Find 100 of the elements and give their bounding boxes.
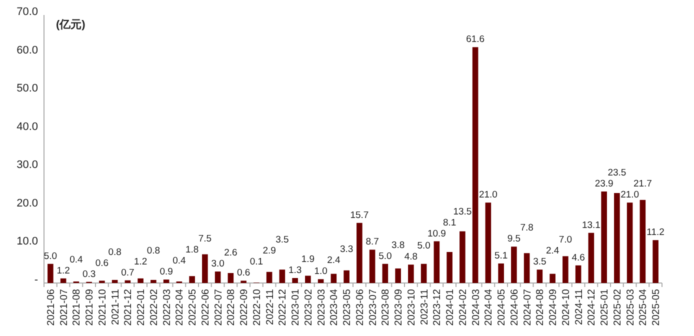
x-tick-label: 2024-03 [470,288,482,326]
x-tick-label: 2022-08 [226,288,238,326]
y-tick-label: 50.0 [16,82,38,95]
x-tick-label: 2024-06 [509,288,520,326]
data-label: 1.0 [314,266,328,278]
x-tick-label: 2022-07 [213,288,224,326]
x-tick-label: 2023-02 [303,288,314,326]
y-tick-label: 20.0 [16,197,38,210]
data-label: 10.9 [427,228,446,240]
x-tick-label: 2024-01 [445,288,456,326]
data-label: 2.6 [224,248,238,259]
y-tick-label: - [34,274,38,286]
x-tick-label: 2023-03 [316,288,328,326]
data-label: 0.8 [146,245,160,256]
data-label: 7.0 [558,234,572,246]
x-tick-label: 2022-02 [148,288,160,326]
data-label: 3.3 [340,244,354,256]
data-label: 7.8 [520,222,534,234]
data-label: 21.7 [633,178,652,190]
data-label: 23.9 [594,178,614,190]
x-tick-label: 2022-11 [264,288,276,325]
x-tick-label: 2025-05 [651,288,662,326]
x-tick-label: 2021-12 [123,288,134,326]
data-label: 0.6 [95,258,109,269]
data-label: 1.2 [56,265,70,276]
x-tick-label: 2022-05 [188,288,199,326]
data-label: 13.5 [453,206,472,218]
data-label: 15.7 [350,210,369,221]
x-tick-label: 2024-05 [496,288,508,326]
data-label: 0.4 [172,256,186,267]
data-label: 1.2 [134,256,148,268]
x-tick-label: 2021-06 [46,288,57,326]
x-tick-label: 2023-09 [394,288,405,326]
y-tick-label: 40.0 [16,120,38,133]
x-tick-label: 2023-12 [432,288,444,326]
x-tick-label: 2024-02 [458,288,469,326]
data-label: 7.5 [198,234,212,245]
x-tick-label: 2024-08 [535,288,546,326]
x-tick-label: 2023-04 [329,288,340,326]
data-label: 21.0 [478,190,498,201]
x-tick-label: 2023-07 [368,288,379,326]
data-label: 21.0 [620,190,640,201]
x-tick-label: 2021-11 [110,288,122,325]
data-label: 0.8 [108,246,122,258]
data-label: 23.5 [608,167,626,178]
data-label: 1.9 [301,254,315,266]
data-label: 8.1 [442,217,456,228]
data-label: 4.6 [572,252,585,264]
x-tick-label: 2024-12 [586,288,598,326]
x-tick-label: 2022-03 [162,288,173,326]
y-axis-title: (亿元) [56,19,86,31]
data-label: 5.1 [494,250,508,262]
y-tick-label: 60.0 [16,44,38,56]
data-label: 0.7 [121,267,134,278]
data-label: 2.9 [262,246,276,257]
data-label: 9.5 [507,234,521,245]
data-label: 13.1 [582,220,600,231]
x-tick-label: 2022-01 [136,288,148,326]
x-tick-label: 2024-07 [522,288,534,326]
x-tick-label: 2021-09 [84,288,96,326]
data-label: 2.4 [327,255,340,266]
data-label: 0.9 [160,266,173,278]
x-tick-label: 2023-05 [342,288,354,326]
x-tick-label: 2025-04 [638,288,650,326]
data-label: 0.1 [250,256,264,268]
data-label: 3.5 [533,256,546,268]
data-label: 0.4 [70,254,83,266]
y-tick-label: 70.0 [16,6,38,18]
x-tick-label: 2022-04 [174,288,186,326]
x-tick-label: 2023-10 [406,288,418,326]
data-label: 5.0 [378,250,392,262]
x-tick-label: 2022-09 [239,288,250,326]
y-tick-label: 30.0 [16,159,38,172]
data-label: 0.6 [236,268,250,279]
x-tick-label: 2022-06 [200,288,212,326]
data-label: 1.3 [288,265,302,276]
data-label: 3.8 [391,240,405,251]
data-label: 5.0 [44,250,58,262]
data-label: 4.8 [404,252,418,263]
data-label: 2.4 [546,246,560,257]
data-label: 61.6 [466,34,485,46]
x-tick-label: 2021-07 [58,288,70,326]
data-label: 8.7 [366,236,379,248]
x-tick-label: 2023-11 [419,288,430,325]
x-tick-label: 2021-08 [72,288,83,326]
x-tick-label: 2023-08 [380,288,392,326]
data-label: 11.2 [646,227,664,238]
data-label: 5.0 [417,240,430,252]
y-tick-label: 10.0 [16,236,38,248]
x-tick-label: 2023-06 [354,288,366,326]
x-tick-label: 2022-10 [252,288,263,326]
data-label: 1.8 [185,244,199,256]
x-tick-label: 2024-11 [574,288,585,325]
x-tick-label: 2025-03 [625,288,636,326]
data-label: 3.5 [276,234,289,246]
x-tick-label: 2024-10 [560,288,572,326]
x-tick-label: 2025-01 [600,288,611,326]
x-tick-label: 2025-02 [612,288,624,326]
x-tick-label: 2024-09 [548,288,560,326]
data-label: 3.0 [211,258,224,270]
